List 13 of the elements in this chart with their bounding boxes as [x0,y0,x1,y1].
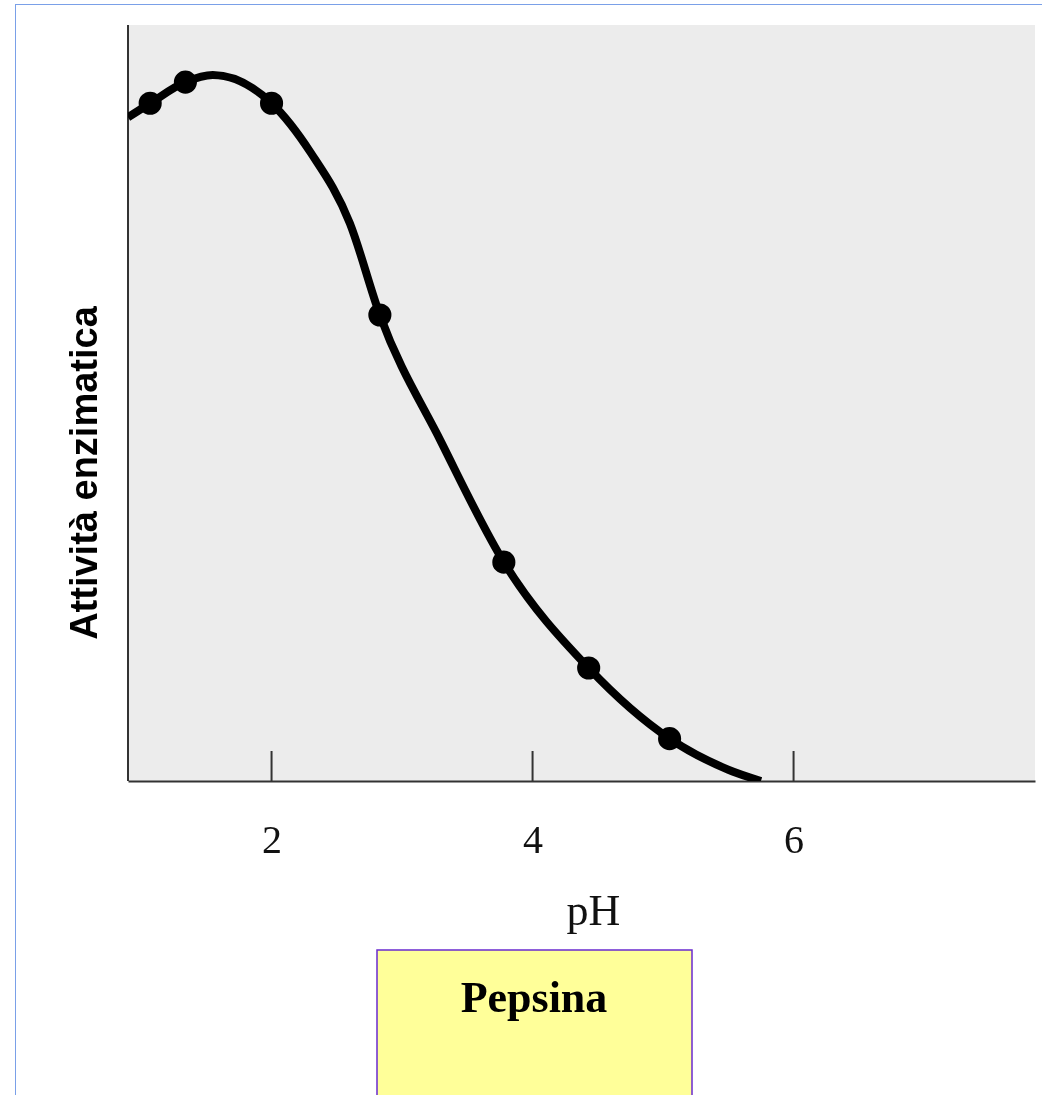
x-tick-label: 6 [784,817,805,862]
point [492,550,516,574]
y-axis-title: Attività enzimatica [63,305,105,640]
x-tick-label: 2 [262,817,283,862]
x-axis-title: pH [566,886,621,935]
point [658,727,682,751]
point [138,91,162,115]
point [173,70,197,94]
point [577,656,601,680]
point [259,91,284,115]
point [368,303,392,327]
x-tick-label: 4 [523,817,544,862]
text: Pepsina [460,973,608,1022]
